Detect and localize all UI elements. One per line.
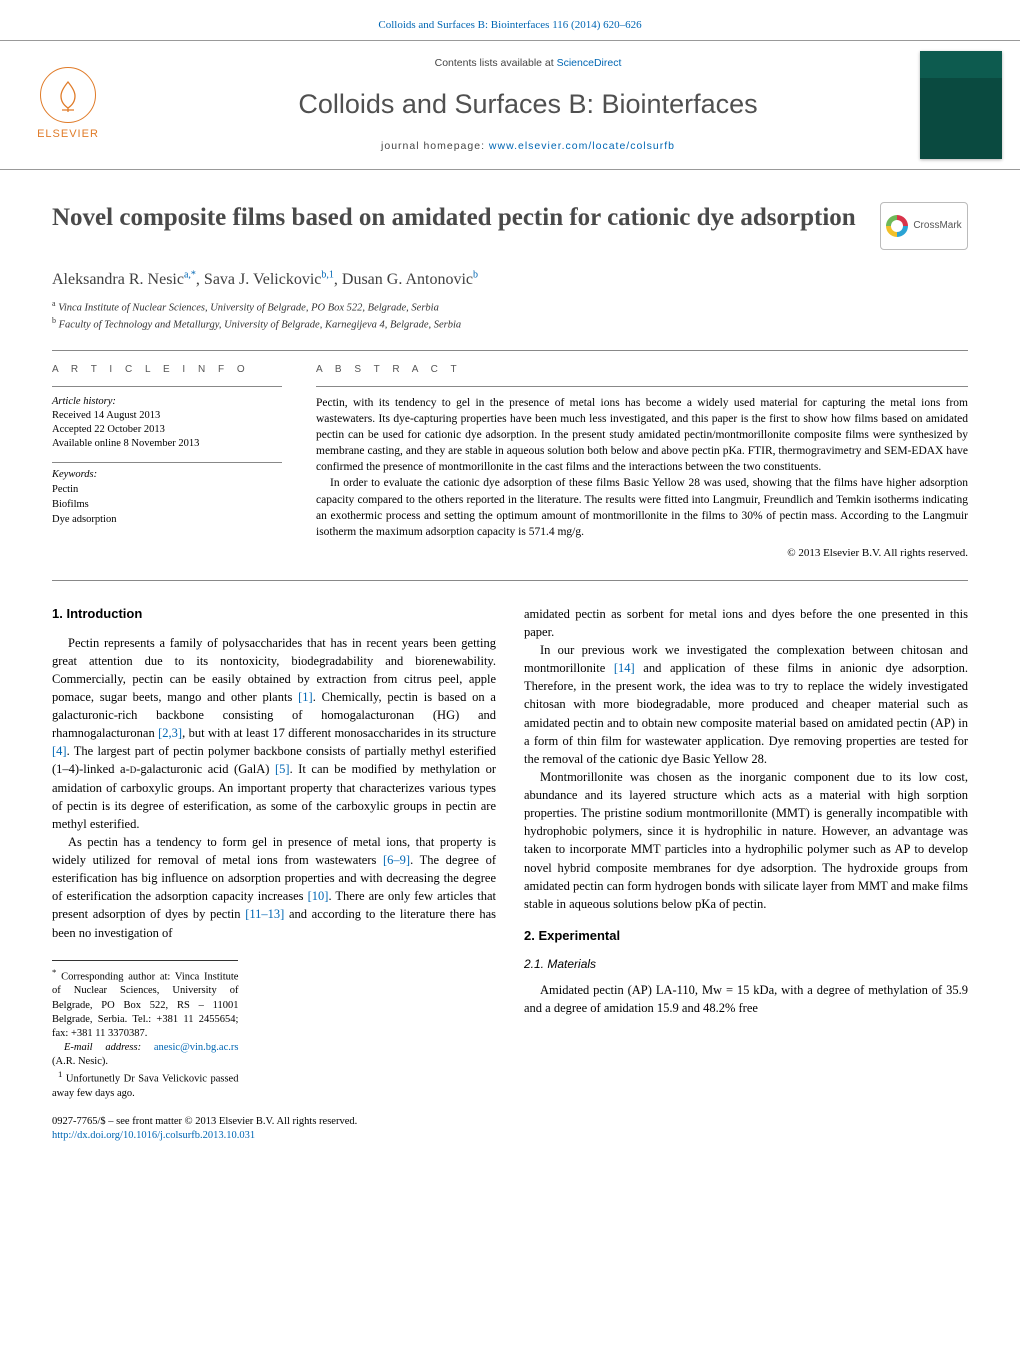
journal-citation: Colloids and Surfaces B: Biointerfaces 1… [0, 0, 1020, 40]
history-online: Available online 8 November 2013 [52, 437, 282, 451]
materials-p1: Amidated pectin (AP) LA-110, Mw = 15 kDa… [524, 981, 968, 1017]
keywords-head: Keywords: [52, 467, 282, 482]
ref-1-link[interactable]: [1] [298, 690, 313, 704]
article-info-label: a r t i c l e i n f o [52, 363, 282, 378]
affiliation-a: Vinca Institute of Nuclear Sciences, Uni… [58, 303, 439, 314]
affiliation-b: Faculty of Technology and Metallurgy, Un… [59, 319, 462, 330]
elsevier-logo[interactable]: ELSEVIER [18, 55, 118, 155]
abstract-copyright: © 2013 Elsevier B.V. All rights reserved… [316, 546, 968, 562]
author-1: Aleksandra R. Nesic [52, 271, 184, 288]
ref-4-link[interactable]: [4] [52, 744, 67, 758]
authors: Aleksandra R. Nesica,*, Sava J. Velickov… [52, 268, 968, 291]
divider [52, 350, 968, 351]
ref-11-13-link[interactable]: [11–13] [245, 907, 284, 921]
journal-name: Colloids and Surfaces B: Biointerfaces [136, 85, 920, 124]
corr-email-link[interactable]: anesic@vin.bg.ac.rs [154, 1042, 239, 1053]
abstract-label: a b s t r a c t [316, 363, 968, 378]
author-3: , Dusan G. Antonovic [334, 271, 473, 288]
keyword-2: Biofilms [52, 497, 282, 512]
affiliations: a Vinca Institute of Nuclear Sciences, U… [52, 299, 968, 332]
corr-footnote: Corresponding author at: Vinca Institute… [52, 971, 238, 1039]
author-2-aff[interactable]: b,1 [321, 270, 334, 281]
intro-p1: Pectin represents a family of polysaccha… [52, 634, 496, 833]
keyword-3: Dye adsorption [52, 512, 282, 527]
email-label: E-mail address: [64, 1042, 154, 1053]
footnotes: * Corresponding author at: Vinca Institu… [52, 960, 238, 1102]
history-received: Received 14 August 2013 [52, 409, 282, 423]
homepage-prefix: journal homepage: [381, 140, 489, 152]
sciencedirect-link[interactable]: ScienceDirect [557, 57, 622, 69]
history-accepted: Accepted 22 October 2013 [52, 423, 282, 437]
abstract-text: Pectin, with its tendency to gel in the … [316, 395, 968, 540]
section-1-heading: 1. Introduction [52, 605, 496, 624]
author-2: , Sava J. Velickovic [196, 271, 321, 288]
homepage-line: journal homepage: www.elsevier.com/locat… [136, 139, 920, 154]
email-who: (A.R. Nesic). [52, 1056, 108, 1067]
journal-cover-thumbnail[interactable] [920, 51, 1002, 159]
article-info-column: a r t i c l e i n f o Article history: R… [52, 363, 282, 561]
ref-2-3-link[interactable]: [2,3] [158, 726, 182, 740]
col2-p3: Montmorillonite was chosen as the inorga… [524, 768, 968, 913]
elsevier-wordmark: ELSEVIER [37, 127, 99, 143]
doi-link[interactable]: http://dx.doi.org/10.1016/j.colsurfb.201… [52, 1130, 255, 1141]
contents-line: Contents lists available at ScienceDirec… [136, 56, 920, 71]
section-2-1-heading: 2.1. Materials [524, 956, 968, 973]
article-title: Novel composite films based on amidated … [52, 202, 860, 233]
abstract-p1: Pectin, with its tendency to gel in the … [316, 395, 968, 475]
col2-p1: amidated pectin as sorbent for metal ion… [524, 605, 968, 641]
author-1-aff[interactable]: a, [184, 270, 191, 281]
section-2-heading: 2. Experimental [524, 927, 968, 946]
intro-p2: As pectin has a tendency to form gel in … [52, 833, 496, 942]
footnote-1: Unfortunetly Dr Sava Velickovic passed a… [52, 1074, 238, 1099]
col2-p2: In our previous work we investigated the… [524, 641, 968, 768]
contents-prefix: Contents lists available at [435, 57, 557, 69]
masthead: ELSEVIER Contents lists available at Sci… [0, 40, 1020, 170]
crossmark-icon [886, 215, 908, 237]
homepage-link[interactable]: www.elsevier.com/locate/colsurfb [489, 140, 675, 152]
abstract-column: a b s t r a c t Pectin, with its tendenc… [316, 363, 968, 561]
ref-14-link[interactable]: [14] [614, 661, 635, 675]
ref-5-link[interactable]: [5] [275, 762, 290, 776]
history-head: Article history: [52, 395, 282, 409]
keyword-1: Pectin [52, 482, 282, 497]
crossmark-label: CrossMark [913, 219, 961, 234]
footer-issn: 0927-7765/$ – see front matter © 2013 El… [52, 1115, 968, 1129]
divider [52, 580, 968, 581]
body-columns: 1. Introduction Pectin represents a fami… [52, 605, 968, 1102]
journal-citation-link[interactable]: Colloids and Surfaces B: Biointerfaces 1… [378, 19, 641, 31]
author-3-aff[interactable]: b [473, 270, 478, 281]
masthead-center: Contents lists available at ScienceDirec… [136, 56, 920, 154]
footer: 0927-7765/$ – see front matter © 2013 El… [52, 1115, 968, 1143]
elsevier-tree-icon [40, 67, 96, 123]
abstract-p2: In order to evaluate the cationic dye ad… [316, 475, 968, 539]
crossmark-badge[interactable]: CrossMark [880, 202, 968, 250]
ref-10-link[interactable]: [10] [308, 889, 329, 903]
ref-6-9-link[interactable]: [6–9] [383, 853, 410, 867]
